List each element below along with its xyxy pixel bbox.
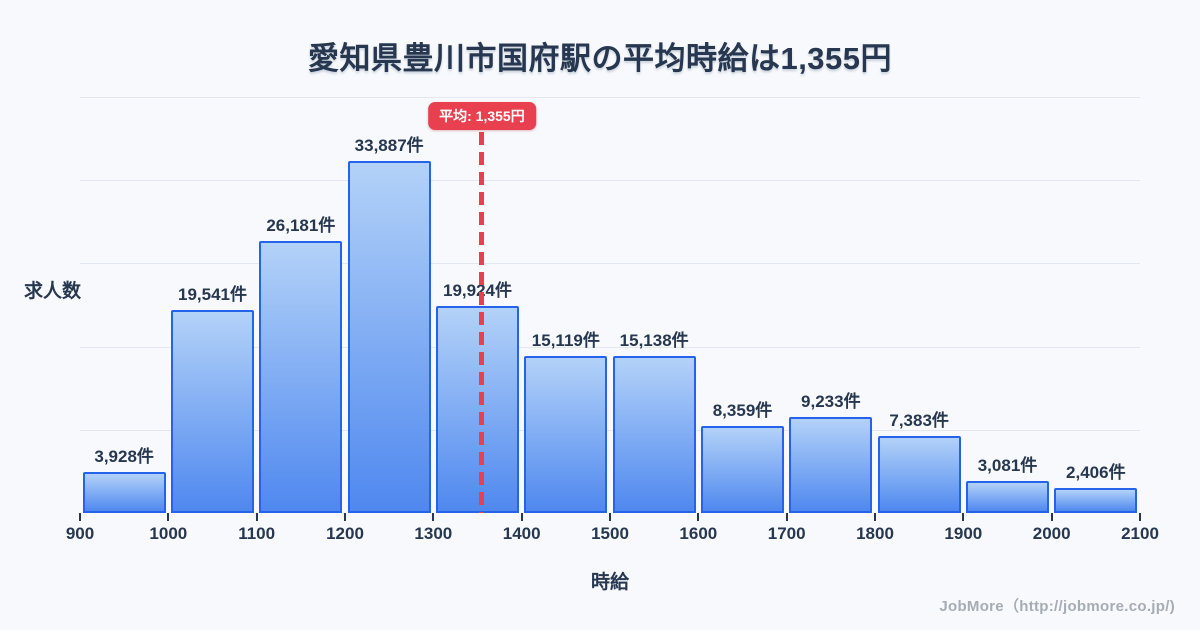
- histogram-bar: [700, 426, 785, 513]
- x-tick-mark: [785, 513, 788, 521]
- bar-value-label: 19,924件: [443, 280, 512, 300]
- x-tick-mark: [520, 513, 523, 521]
- x-tick-mark: [255, 513, 258, 521]
- histogram-bar: [877, 436, 961, 513]
- histogram-bar: [612, 355, 696, 513]
- histogram-bar: [524, 355, 608, 513]
- bar-value-label: 7,383件: [889, 411, 949, 431]
- x-tick-label: 1400: [502, 524, 541, 543]
- histogram-bar: [435, 305, 520, 513]
- plot-area: 3,928件 19,541件 26,181件 33,887件 19,924件 15,119…: [80, 97, 1140, 513]
- x-tick-label: 2100: [1121, 524, 1159, 543]
- histogram-bar: [259, 240, 343, 513]
- x-tick-mark: [1139, 513, 1141, 521]
- bar-value-label: 33,887件: [354, 135, 424, 155]
- bar-value-label: 15,119件: [531, 330, 600, 350]
- x-tick-label: 1900: [944, 524, 983, 543]
- x-tick-label: 1000: [149, 524, 188, 543]
- x-tick-mark: [874, 513, 876, 521]
- x-tick-label: 1700: [767, 524, 806, 543]
- x-tick-mark: [432, 513, 435, 521]
- histogram-bar: [1054, 487, 1138, 513]
- bar-value-label: 26,181件: [266, 215, 336, 235]
- x-tick-label: 1600: [679, 524, 718, 543]
- histogram-bar: [170, 309, 255, 513]
- histogram-bar: [347, 160, 431, 513]
- x-tick-label: 1300: [414, 524, 453, 543]
- x-tick-label: 1200: [326, 524, 364, 543]
- histogram-bar: [82, 472, 166, 513]
- average-line: [479, 132, 485, 513]
- x-axis: 900 1000 1100 1200 1300 1400 1500 1600 1700 1800 1…: [66, 513, 1159, 563]
- bar-value-label: 2,406件: [1066, 462, 1126, 482]
- x-tick-mark: [609, 513, 611, 521]
- x-tick-label: 1800: [856, 524, 894, 543]
- x-tick-label: 900: [65, 524, 95, 543]
- bar-value-label: 19,541件: [178, 284, 247, 304]
- x-tick-label: 1500: [591, 524, 629, 543]
- gridline: [80, 346, 1140, 348]
- x-tick-mark: [79, 513, 81, 521]
- x-tick-label: 2000: [1032, 524, 1071, 543]
- x-tick-mark: [167, 513, 170, 521]
- x-tick-mark: [962, 513, 965, 521]
- histogram-bar: [789, 416, 873, 513]
- average-badge: 平均: 1,355円: [428, 102, 536, 130]
- gridline: [80, 180, 1140, 182]
- bar-value-label: 15,138件: [619, 330, 689, 350]
- y-axis-label: 求人数: [24, 281, 82, 302]
- gridline: [80, 429, 1140, 431]
- histogram-bar: [965, 480, 1050, 513]
- footer-credit: JobMore（http://jobmore.co.jp/): [939, 598, 1175, 615]
- gridline: [80, 263, 1140, 265]
- gridline: [80, 97, 1140, 98]
- x-tick-mark: [697, 513, 700, 521]
- x-tick-label: 1100: [238, 524, 276, 543]
- chart-title: 愛知県豊川市国府駅の平均時給は1,355円: [307, 41, 893, 76]
- bar-value-label: 9,233件: [801, 391, 861, 411]
- bar-value-label: 3,081件: [977, 455, 1038, 475]
- bar-value-label: 8,359件: [712, 401, 773, 421]
- bar-value-label: 3,928件: [94, 447, 154, 467]
- x-tick-mark: [344, 513, 346, 521]
- x-tick-mark: [1050, 513, 1053, 521]
- x-axis-label: 時給: [590, 572, 629, 593]
